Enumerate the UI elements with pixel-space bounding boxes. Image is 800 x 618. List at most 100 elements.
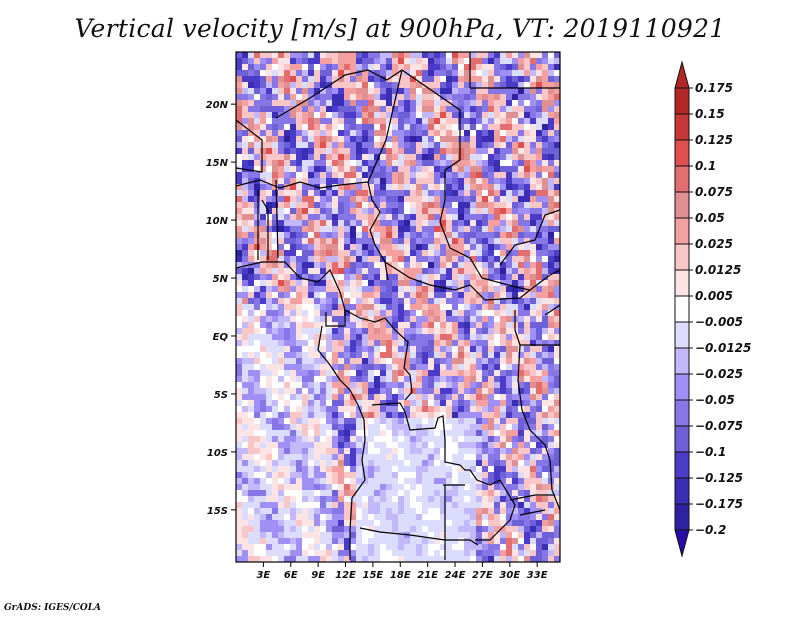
- field-cell: [242, 106, 248, 112]
- field-cell: [266, 388, 272, 394]
- field-cell: [470, 256, 476, 262]
- field-cell: [524, 310, 530, 316]
- field-cell: [554, 316, 560, 322]
- field-cell: [470, 148, 476, 154]
- field-cell: [296, 88, 302, 94]
- border-line: [325, 310, 346, 327]
- field-cell: [422, 370, 428, 376]
- field-cell: [350, 436, 356, 442]
- field-cell: [386, 268, 392, 274]
- field-cell: [458, 148, 464, 154]
- field-cell: [464, 172, 470, 178]
- field-cell: [380, 322, 386, 328]
- field-cell: [326, 478, 332, 484]
- field-cell: [476, 316, 482, 322]
- field-cell: [302, 208, 308, 214]
- field-cell: [272, 238, 278, 244]
- field-cell: [446, 280, 452, 286]
- field-cell: [494, 70, 500, 76]
- field-cell: [398, 166, 404, 172]
- field-cell: [356, 142, 362, 148]
- field-cell: [512, 64, 518, 70]
- field-cell: [500, 172, 506, 178]
- field-cell: [434, 478, 440, 484]
- field-cell: [242, 82, 248, 88]
- field-cell: [374, 556, 380, 562]
- field-cell: [554, 118, 560, 124]
- field-cell: [338, 226, 344, 232]
- field-cell: [428, 556, 434, 562]
- field-cell: [494, 538, 500, 544]
- field-cell: [326, 286, 332, 292]
- field-cell: [362, 406, 368, 412]
- field-cell: [452, 148, 458, 154]
- field-cell: [308, 208, 314, 214]
- field-cell: [236, 118, 242, 124]
- y-tick-label: 5S: [214, 390, 228, 401]
- field-cell: [440, 352, 446, 358]
- field-cell: [554, 340, 560, 346]
- field-cell: [326, 178, 332, 184]
- field-cell: [248, 160, 254, 166]
- field-cell: [434, 328, 440, 334]
- field-cell: [422, 484, 428, 490]
- field-cell: [326, 280, 332, 286]
- field-cell: [266, 370, 272, 376]
- field-cell: [548, 262, 554, 268]
- field-cell: [398, 130, 404, 136]
- field-cell: [350, 412, 356, 418]
- field-cell: [236, 424, 242, 430]
- field-cell: [308, 496, 314, 502]
- field-cell: [362, 484, 368, 490]
- field-cell: [530, 286, 536, 292]
- field-cell: [326, 190, 332, 196]
- field-cell: [440, 370, 446, 376]
- field-cell: [338, 286, 344, 292]
- field-cell: [248, 334, 254, 340]
- field-cell: [356, 190, 362, 196]
- field-cell: [290, 388, 296, 394]
- field-cell: [554, 544, 560, 550]
- field-cell: [332, 244, 338, 250]
- field-cell: [284, 160, 290, 166]
- field-cell: [362, 256, 368, 262]
- field-cell: [374, 64, 380, 70]
- field-cell: [500, 244, 506, 250]
- field-cell: [440, 82, 446, 88]
- field-cell: [242, 52, 248, 58]
- field-cell: [500, 496, 506, 502]
- field-cell: [236, 202, 242, 208]
- field-cell: [374, 394, 380, 400]
- field-cell: [368, 202, 374, 208]
- field-cell: [434, 178, 440, 184]
- field-cell: [542, 52, 548, 58]
- field-cell: [410, 442, 416, 448]
- field-cell: [398, 52, 404, 58]
- field-cell: [254, 196, 260, 202]
- field-cell: [362, 508, 368, 514]
- field-cell: [374, 544, 380, 550]
- field-cell: [398, 556, 404, 562]
- colorbar-label: 0.125: [695, 133, 733, 147]
- field-cell: [422, 82, 428, 88]
- field-cell: [254, 154, 260, 160]
- field-cell: [446, 238, 452, 244]
- field-cell: [452, 232, 458, 238]
- field-cell: [446, 484, 452, 490]
- field-cell: [530, 88, 536, 94]
- field-cell: [266, 460, 272, 466]
- field-cell: [500, 472, 506, 478]
- field-cell: [254, 436, 260, 442]
- field-cell: [476, 64, 482, 70]
- field-cell: [470, 538, 476, 544]
- field-cell: [398, 100, 404, 106]
- field-cell: [326, 340, 332, 346]
- field-cell: [464, 160, 470, 166]
- field-cell: [506, 400, 512, 406]
- field-cell: [440, 124, 446, 130]
- field-cell: [338, 154, 344, 160]
- field-cell: [272, 532, 278, 538]
- field-cell: [236, 418, 242, 424]
- field-cell: [326, 214, 332, 220]
